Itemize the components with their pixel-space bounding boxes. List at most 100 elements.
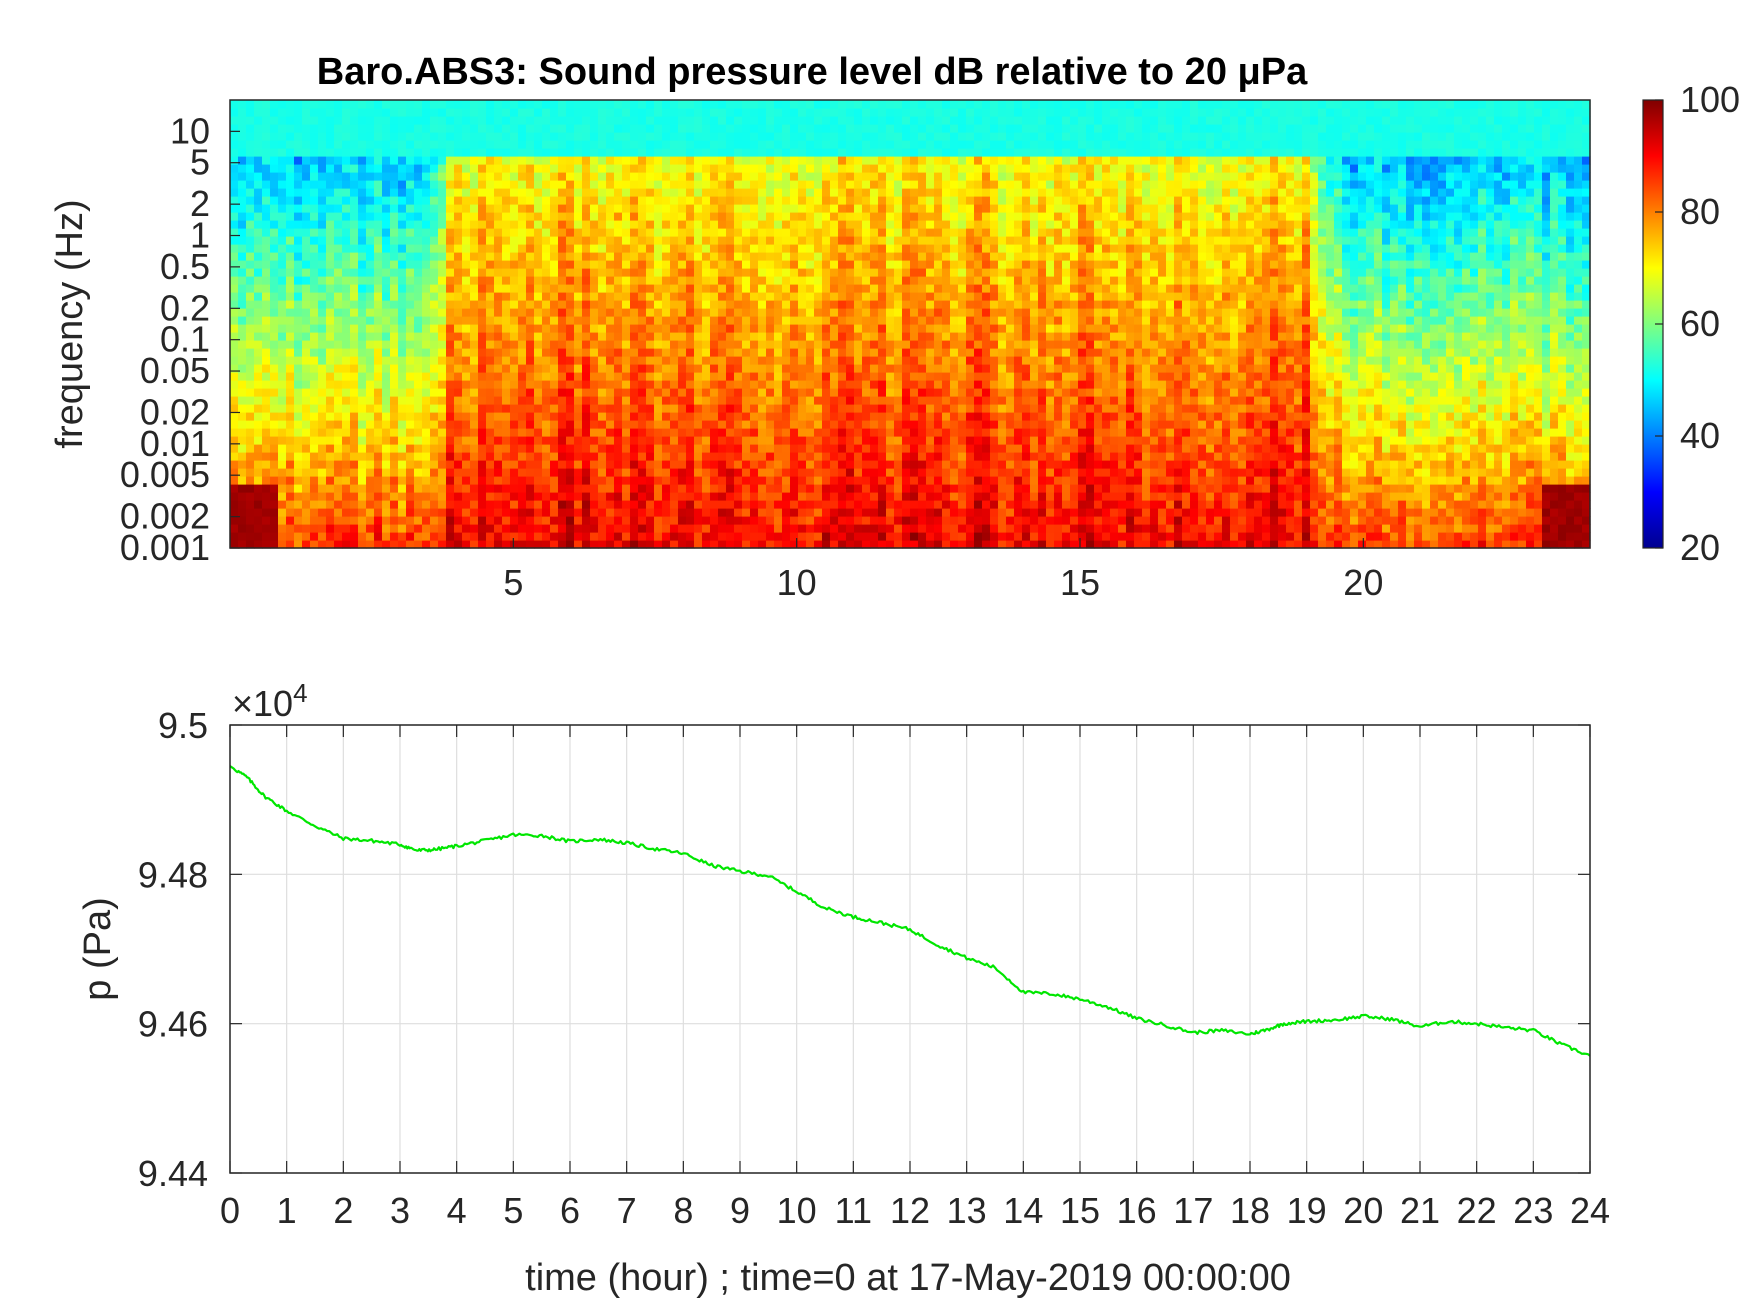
spectrogram-cell [374, 308, 383, 317]
spectrogram-cell [870, 396, 879, 405]
spectrogram-cell [246, 540, 255, 549]
spectrogram-cell [550, 220, 559, 229]
spectrogram-cell [230, 268, 239, 277]
spectrogram-cell [246, 212, 255, 221]
spectrogram-cell [694, 172, 703, 181]
spectrogram-cell [270, 524, 279, 533]
spectrogram-cell [726, 324, 735, 333]
spectrogram-cell [230, 516, 239, 525]
spectrogram-cell [638, 308, 647, 317]
spectrogram-cell [886, 380, 895, 389]
spectrogram-cell [766, 308, 775, 317]
spectrogram-cell [382, 308, 391, 317]
spectrogram-cell [430, 492, 439, 501]
spectrogram-cell [550, 244, 559, 253]
spectrogram-cell [478, 364, 487, 373]
spectrogram-cell [814, 284, 823, 293]
spectrogram-cell [886, 252, 895, 261]
spectrogram-cell [758, 516, 767, 525]
spectrogram-cell [494, 268, 503, 277]
spectrogram-cell [638, 356, 647, 365]
spectrogram-cell [814, 212, 823, 221]
spectrogram-cell [726, 164, 735, 173]
spectrogram-cell [750, 148, 759, 157]
spectrogram-cell [454, 508, 463, 517]
spectrogram-cell [614, 212, 623, 221]
spectrogram-cell [902, 372, 911, 381]
spectrogram-cell [830, 492, 839, 501]
spectrogram-cell [502, 364, 511, 373]
spectrogram-cell [646, 404, 655, 413]
spectrogram-cell [670, 228, 679, 237]
spectrogram-cell [342, 436, 351, 445]
spectrogram-cell [782, 540, 791, 549]
spectrogram-cell [278, 116, 287, 125]
spectrogram-cell [478, 356, 487, 365]
spectrogram-cell [502, 212, 511, 221]
spectrogram-cell [654, 124, 663, 133]
spectrogram-cell [390, 164, 399, 173]
spectrogram-cell [470, 508, 479, 517]
spectrogram-cell [806, 524, 815, 533]
spectrogram-cell [934, 396, 943, 405]
spectrogram-cell [598, 532, 607, 541]
spectrogram-cell [502, 300, 511, 309]
spectrogram-cell [542, 364, 551, 373]
spectrogram-cell [910, 436, 919, 445]
spectrogram-cell [438, 468, 447, 477]
spectrogram-cell [582, 532, 591, 541]
spectrogram-cell [462, 276, 471, 285]
spectrogram-cell [670, 356, 679, 365]
spectrogram-cell [238, 324, 247, 333]
spectrogram-cell [398, 540, 407, 549]
spectrogram-cell [502, 532, 511, 541]
spectrogram-cell [558, 396, 567, 405]
spectrogram-cell [526, 124, 535, 133]
spectrogram-cell [438, 140, 447, 149]
spectrogram-cell [606, 228, 615, 237]
spectrogram-cell [718, 244, 727, 253]
spectrogram-cell [406, 476, 415, 485]
spectrogram-cell [382, 484, 391, 493]
spectrogram-cell [350, 228, 359, 237]
spectrogram-cell [606, 140, 615, 149]
spectrogram-cell [686, 500, 695, 509]
spectrogram-cell [302, 492, 311, 501]
spectrogram-cell [590, 452, 599, 461]
spectrogram-cell [598, 268, 607, 277]
spectrogram-cell [910, 420, 919, 429]
spectrogram-cell [542, 404, 551, 413]
spectrogram-cell [678, 252, 687, 261]
spectrogram-cell [854, 236, 863, 245]
spectrogram-cell [838, 180, 847, 189]
spectrogram-cell [702, 356, 711, 365]
spectrogram-cell [878, 244, 887, 253]
spectrogram-cell [702, 180, 711, 189]
spectrogram-cell [830, 140, 839, 149]
spectrogram-cell [390, 348, 399, 357]
spectrogram-cell [774, 204, 783, 213]
spectrogram-cell [926, 260, 935, 269]
spectrogram-cell [478, 348, 487, 357]
spectrogram-cell [374, 492, 383, 501]
spectrogram-cell [822, 204, 831, 213]
spectrogram-cell [318, 452, 327, 461]
spectrogram-cell [782, 484, 791, 493]
spectrogram-cell [342, 492, 351, 501]
spectrogram-cell [750, 452, 759, 461]
spectrogram-cell [598, 316, 607, 325]
spectrogram-cell [750, 500, 759, 509]
spectrogram-cell [478, 140, 487, 149]
spectrogram-cell [774, 236, 783, 245]
spectrogram-cell [886, 500, 895, 509]
spectrogram-cell [654, 428, 663, 437]
spectrogram-cell [318, 292, 327, 301]
spectrogram-cell [414, 172, 423, 181]
spectrogram-cell [558, 428, 567, 437]
spectrogram-cell [582, 372, 591, 381]
spectrogram-cell [710, 268, 719, 277]
spectrogram-cell [446, 452, 455, 461]
spectrogram-cell [550, 132, 559, 141]
spectrogram-cell [758, 252, 767, 261]
spectrogram-cell [870, 452, 879, 461]
